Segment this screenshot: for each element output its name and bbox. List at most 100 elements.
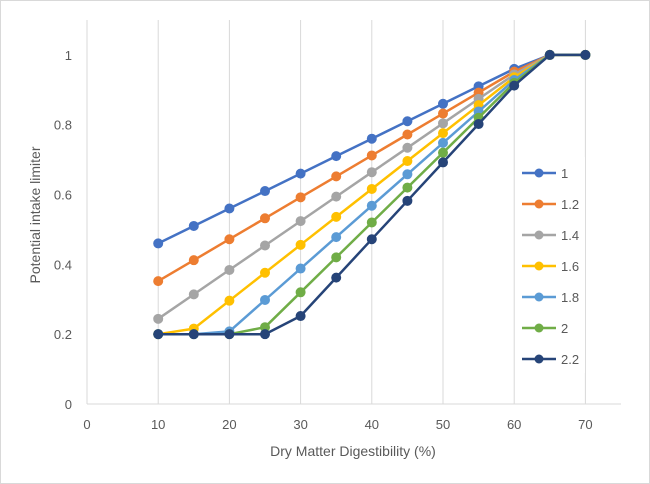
data-point bbox=[438, 128, 448, 139]
x-tick-label: 30 bbox=[293, 417, 307, 432]
legend-item: 1.6 bbox=[522, 259, 579, 274]
legend-label: 1.8 bbox=[561, 290, 579, 305]
data-point bbox=[331, 252, 342, 263]
legend-item: 2.2 bbox=[522, 352, 579, 367]
data-point bbox=[295, 192, 306, 203]
data-point bbox=[260, 294, 270, 305]
x-tick-label: 40 bbox=[365, 417, 379, 432]
data-point bbox=[331, 232, 342, 243]
data-point bbox=[402, 182, 413, 193]
y-tick-label: 0.4 bbox=[54, 257, 72, 272]
data-point bbox=[295, 168, 306, 179]
data-point bbox=[295, 239, 306, 250]
data-point bbox=[260, 240, 270, 251]
x-tick-label: 0 bbox=[83, 417, 90, 432]
data-point bbox=[224, 329, 235, 340]
data-point bbox=[366, 217, 377, 228]
data-point bbox=[260, 329, 270, 340]
legend-swatch-marker bbox=[534, 323, 544, 333]
data-point bbox=[188, 329, 199, 340]
data-point bbox=[402, 195, 413, 206]
data-point bbox=[366, 133, 377, 144]
x-tick-label: 10 bbox=[151, 417, 165, 432]
y-axis-title: Potential intake limiter bbox=[27, 146, 43, 283]
legend-item: 1.4 bbox=[522, 228, 579, 243]
data-point bbox=[153, 276, 164, 287]
data-point bbox=[509, 80, 520, 91]
y-tick-label: 1 bbox=[65, 48, 72, 63]
legend-label: 1.4 bbox=[561, 228, 579, 243]
data-point bbox=[402, 142, 413, 153]
data-point bbox=[544, 49, 555, 60]
data-point bbox=[402, 116, 413, 127]
data-point bbox=[366, 200, 377, 211]
data-point bbox=[402, 129, 413, 140]
legend-swatch-marker bbox=[534, 230, 544, 240]
data-point bbox=[331, 191, 342, 202]
legend-label: 1.6 bbox=[561, 259, 579, 274]
legend-item: 1.8 bbox=[522, 290, 579, 305]
data-point bbox=[224, 203, 235, 214]
data-point bbox=[438, 98, 448, 109]
data-point bbox=[438, 157, 448, 168]
legend-swatch-marker bbox=[534, 168, 544, 178]
legend-label: 2 bbox=[561, 321, 568, 336]
data-point bbox=[402, 156, 413, 167]
legend-swatch-marker bbox=[534, 261, 544, 271]
data-point bbox=[295, 216, 306, 227]
data-point bbox=[366, 167, 377, 178]
data-point bbox=[295, 287, 306, 298]
data-point bbox=[438, 118, 448, 129]
data-point bbox=[224, 234, 235, 245]
legend-swatch-marker bbox=[534, 292, 544, 302]
y-tick-label: 0.2 bbox=[54, 327, 72, 342]
data-point bbox=[331, 272, 342, 283]
x-axis-title: Dry Matter Digestibility (%) bbox=[270, 443, 436, 459]
data-point bbox=[438, 137, 448, 148]
data-point bbox=[295, 263, 306, 274]
legend-item: 2 bbox=[522, 321, 568, 336]
y-tick-label: 0 bbox=[65, 397, 72, 412]
axes: 0 10 20 30 40 50 60 70 0 0.2 0.4 0.6 0.8 1 bbox=[54, 20, 621, 432]
legend-item: 1.2 bbox=[522, 197, 579, 212]
legend: 1 1.2 1.4 1.6 1.8 2 2.2 bbox=[515, 157, 585, 373]
data-point bbox=[295, 311, 306, 322]
data-point bbox=[224, 295, 235, 306]
data-point bbox=[188, 289, 199, 300]
gridlines bbox=[157, 20, 586, 404]
data-point bbox=[438, 147, 448, 158]
data-point bbox=[260, 267, 270, 278]
data-point bbox=[366, 234, 377, 245]
data-point bbox=[188, 255, 199, 266]
legend-label: 1 bbox=[561, 166, 568, 181]
data-point bbox=[188, 220, 199, 231]
data-point bbox=[438, 108, 448, 119]
data-point bbox=[366, 150, 377, 161]
data-point bbox=[473, 119, 484, 130]
legend-item: 1 bbox=[522, 166, 568, 181]
legend-swatch-marker bbox=[534, 354, 544, 364]
series-layer bbox=[153, 49, 591, 340]
data-point bbox=[153, 238, 164, 249]
data-point bbox=[580, 49, 591, 60]
legend-label: 1.2 bbox=[561, 197, 579, 212]
legend-swatch-marker bbox=[534, 199, 544, 209]
x-tick-label: 70 bbox=[578, 417, 592, 432]
x-tick-label: 20 bbox=[222, 417, 236, 432]
data-point bbox=[331, 151, 342, 162]
data-point bbox=[402, 169, 413, 180]
x-tick-label: 60 bbox=[507, 417, 521, 432]
data-point bbox=[260, 186, 270, 197]
data-point bbox=[366, 183, 377, 194]
data-point bbox=[224, 264, 235, 275]
y-tick-label: 0.8 bbox=[54, 118, 72, 133]
data-point bbox=[260, 213, 270, 224]
x-tick-label: 50 bbox=[436, 417, 450, 432]
y-tick-label: 0.6 bbox=[54, 188, 72, 203]
legend-label: 2.2 bbox=[561, 352, 579, 367]
data-point bbox=[331, 171, 342, 182]
data-point bbox=[153, 313, 164, 324]
data-point bbox=[153, 329, 164, 340]
data-point bbox=[331, 211, 342, 222]
